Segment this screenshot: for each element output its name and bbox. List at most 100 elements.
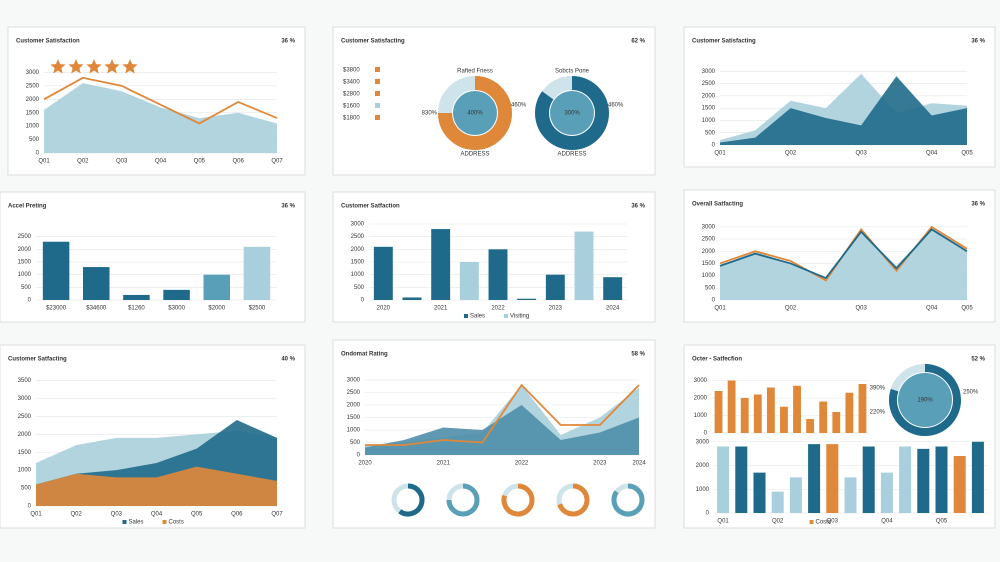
- x-tick-label: Q06: [232, 159, 244, 165]
- bar: [793, 385, 801, 433]
- line: [43, 76, 278, 125]
- donut-center: [453, 91, 497, 135]
- list-label: $1600: [343, 104, 360, 110]
- y-tick-label: 1500: [18, 450, 32, 456]
- y-tick-label: 2000: [18, 247, 32, 253]
- y-tick-label: 500: [21, 486, 32, 492]
- list-swatch: [375, 67, 380, 72]
- y-tick-label: 2000: [26, 97, 40, 103]
- bar: [243, 246, 271, 300]
- y-tick-label: 3000: [347, 378, 361, 384]
- bar: [780, 406, 788, 433]
- y-tick-label: 2000: [702, 249, 716, 255]
- panel-badge: 36 %: [281, 204, 295, 210]
- x-tick-label: Q03: [116, 159, 128, 165]
- list-swatch: [375, 91, 380, 96]
- bar: [727, 380, 736, 433]
- legend-swatch: [464, 314, 468, 318]
- panel-title: Customer Satfacting: [8, 357, 67, 363]
- panel-badge: 36 %: [971, 202, 985, 208]
- panel-title: Customer Satisfacting: [341, 39, 405, 45]
- bar: [826, 444, 839, 513]
- bar: [935, 446, 948, 513]
- y-tick-label: 0: [706, 511, 710, 517]
- x-tick-label: Q04: [155, 159, 167, 165]
- donut-side-label: 460%: [511, 103, 527, 109]
- x-tick-label: 2022: [515, 461, 529, 467]
- bar: [971, 441, 984, 513]
- area: [44, 83, 277, 153]
- panel-badge: 40 %: [281, 357, 295, 363]
- panel-badge: 52 %: [971, 357, 985, 363]
- legend-label: Visiting: [510, 314, 529, 320]
- y-tick-label: 3000: [18, 396, 32, 402]
- legend-swatch: [162, 520, 167, 524]
- bar: [845, 392, 854, 433]
- donut-side-label: 460%: [608, 103, 624, 109]
- panel-title: Octer - Satfecfion: [692, 357, 742, 363]
- area: [365, 405, 639, 455]
- donut-center: [550, 91, 594, 135]
- y-tick-label: 0: [361, 298, 365, 304]
- x-tick-label: Q01: [714, 306, 726, 312]
- bar: [717, 446, 730, 513]
- bar: [545, 274, 565, 300]
- x-tick-label: Q05: [194, 159, 206, 165]
- donut-arc: [557, 483, 590, 517]
- y-tick-label: 3000: [702, 224, 716, 230]
- y-tick-label: 3000: [351, 222, 365, 228]
- donut-arc: [446, 483, 480, 517]
- x-tick-label: $3000: [168, 306, 185, 312]
- bar: [806, 419, 815, 433]
- x-tick-label: $1260: [128, 306, 145, 312]
- bar: [880, 472, 893, 513]
- x-tick-label: 2021: [437, 461, 451, 467]
- y-tick-label: 2500: [347, 390, 361, 396]
- x-tick-label: Q02: [772, 519, 784, 525]
- bar: [42, 241, 70, 300]
- donut-side-label: 220%: [870, 410, 886, 416]
- x-tick-label: Q03: [827, 519, 839, 525]
- list-label: $3800: [343, 68, 360, 74]
- y-tick-label: 2000: [18, 432, 32, 438]
- y-tick-label: 500: [354, 285, 365, 291]
- x-tick-label: Q02: [70, 512, 82, 518]
- y-tick-label: 1000: [26, 124, 40, 130]
- rating-star: [104, 59, 120, 74]
- y-tick-label: 1000: [702, 118, 716, 124]
- bar: [808, 444, 821, 513]
- x-tick-label: 2021: [434, 306, 448, 312]
- x-tick-label: Q04: [881, 519, 893, 525]
- legend-label: Sales: [129, 520, 144, 526]
- list-label: $2800: [343, 92, 360, 98]
- bar: [163, 289, 190, 300]
- area: [36, 466, 277, 506]
- bar: [488, 249, 508, 300]
- y-tick-label: 2500: [351, 234, 365, 240]
- panel-title: Customer Satfaction: [341, 204, 400, 210]
- y-tick-label: 3000: [696, 439, 710, 445]
- y-tick-label: 1000: [347, 428, 361, 434]
- donut-caption: ADDRESS: [460, 152, 489, 158]
- bar: [82, 267, 110, 300]
- y-tick-label: 0: [28, 298, 32, 304]
- list-swatch: [375, 79, 380, 84]
- x-tick-label: Q06: [231, 512, 243, 518]
- legend-swatch: [122, 520, 127, 524]
- panel-badge: 36 %: [971, 39, 985, 45]
- x-tick-label: 2020: [358, 461, 372, 467]
- donut-name: Rafted Fness: [457, 69, 493, 75]
- y-tick-label: 3000: [702, 69, 716, 75]
- panel-badge: 58 %: [631, 352, 645, 358]
- bar: [714, 391, 723, 433]
- x-tick-label: $2500: [249, 306, 266, 312]
- y-tick-label: 1000: [18, 272, 32, 278]
- y-tick-label: 2500: [18, 234, 32, 240]
- bar: [832, 412, 841, 433]
- y-tick-label: 0: [357, 453, 361, 459]
- bar: [953, 456, 966, 513]
- donut-center-label: 400%: [467, 111, 483, 117]
- bar: [402, 297, 422, 300]
- panel: [683, 344, 996, 529]
- y-tick-label: 500: [705, 130, 716, 136]
